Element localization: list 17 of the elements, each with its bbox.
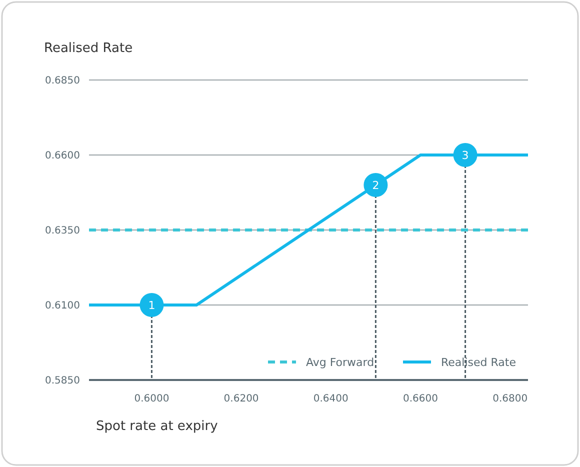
y-tick-label: 0.6350 — [45, 226, 80, 236]
y-axis-title: Realised Rate — [44, 41, 133, 56]
y-tick-label: 0.5850 — [45, 376, 80, 386]
x-tick-label: 0.6000 — [134, 394, 170, 404]
x-tick-label: 0.6800 — [492, 394, 528, 404]
y-tick-label: 0.6600 — [45, 150, 80, 162]
x-tick-label: 0.6200 — [224, 394, 259, 404]
x-axis-title: Spot rate at expiry — [96, 419, 218, 434]
annotation: 1 — [148, 298, 156, 312]
annotation: 3 — [462, 148, 469, 162]
legend-label: Realised Rate — [441, 356, 516, 369]
annotation: 2 — [372, 178, 380, 192]
x-tick-label: 0.6400 — [313, 394, 348, 404]
x-tick-label: 0.6600 — [402, 394, 438, 404]
legend-label: Avg Forward — [306, 356, 374, 369]
y-tick-label: 0.6850 — [45, 76, 80, 86]
y-tick-label: 0.6100 — [45, 300, 80, 312]
